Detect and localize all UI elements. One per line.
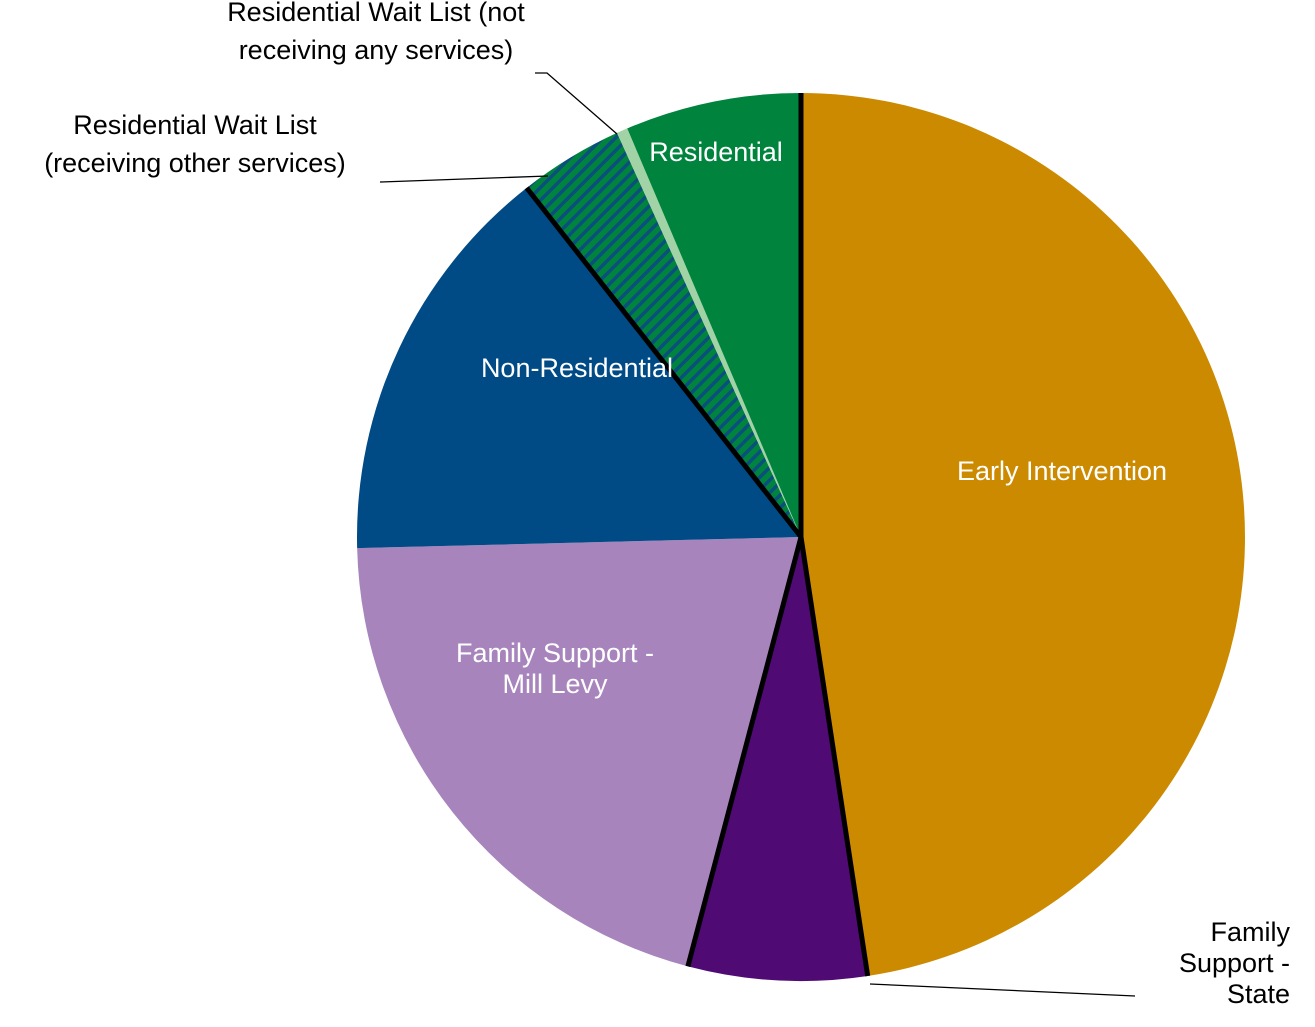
slice-label-line: Family Support - — [456, 638, 654, 668]
pie-slices — [356, 93, 1245, 981]
slice-label-line: Residential — [649, 137, 783, 167]
slice-label-line: Residential Wait List (not — [227, 0, 525, 27]
slice-label-line: Early Intervention — [957, 456, 1167, 486]
slice-label-line: Family — [1211, 917, 1291, 947]
leader-line-family-support-state — [869, 983, 1136, 997]
slice-label-early-intervention: Early Intervention — [957, 456, 1167, 486]
slice-dividers — [524, 93, 871, 977]
slice-label-line: Residential Wait List — [73, 110, 317, 140]
pie-slice-residential-wait-list-not-receiving-any-services — [617, 128, 801, 538]
leader-line-residential-wait-list-not-receiving-any-services — [535, 72, 618, 135]
slice-label-family-support-mill-levy: Family Support -Mill Levy — [456, 638, 654, 699]
slice-label-non-residential: Non-Residential — [481, 353, 673, 383]
slice-divider-line — [524, 186, 803, 539]
pie-slice-non-residential — [356, 187, 801, 549]
leader-lines — [379, 72, 1136, 997]
slice-label-residential: Residential — [649, 137, 783, 167]
pie-slice-residential — [627, 93, 801, 537]
leader-line-residential-wait-list-receiving-other-services — [379, 175, 549, 183]
slice-label-line: Mill Levy — [502, 669, 608, 699]
pie-slice-family-support-state — [687, 537, 868, 981]
slice-label-line: Non-Residential — [481, 353, 673, 383]
slice-divider-line — [685, 536, 804, 967]
slice-label-residential-wait-list-not-receiving-any-services: Residential Wait List (not receiving any … — [227, 0, 525, 65]
slice-label-family-support-state: Family Support -State — [1179, 917, 1291, 1009]
slice-label-line: (receiving other services) — [44, 148, 346, 178]
slice-label-residential-wait-list-receiving-other-services: Residential Wait List (receiving other se… — [44, 110, 346, 178]
pie-slice-family-support-mill-levy — [357, 537, 801, 967]
pie-slice-residential-wait-list-receiving-other-services — [526, 132, 801, 537]
slice-label-line: receiving any services) — [239, 35, 514, 65]
pie-slice-early-intervention — [801, 93, 1245, 976]
slice-label-line: State — [1227, 979, 1290, 1009]
slice-divider-line — [798, 536, 871, 977]
slice-label-line: Support - — [1179, 948, 1290, 978]
